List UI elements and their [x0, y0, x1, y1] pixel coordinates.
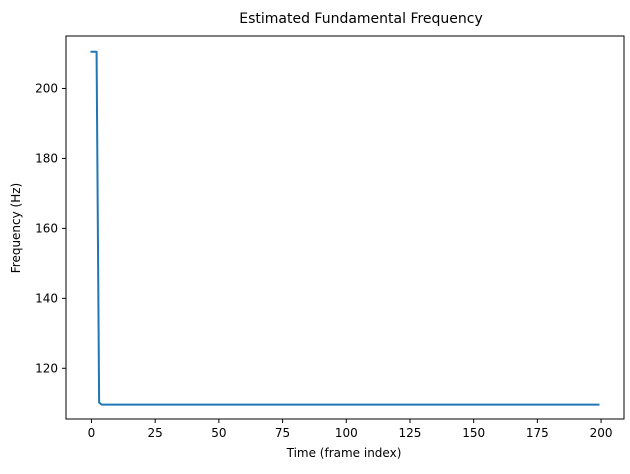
y-tick-label: 140 [35, 291, 58, 305]
x-tick-label: 0 [88, 426, 96, 440]
plot-area [65, 35, 625, 420]
series-line-0 [90, 50, 600, 406]
x-tick-label: 25 [148, 426, 163, 440]
chart-title: Estimated Fundamental Frequency [239, 11, 483, 27]
x-tick-label: 125 [399, 426, 422, 440]
y-axis-ticks: 120 140 160 180 200 [35, 81, 66, 375]
x-axis-label: Time (frame index) [286, 446, 402, 460]
x-tick-label: 200 [590, 426, 613, 440]
x-tick-label: 175 [526, 426, 549, 440]
x-tick-label: 75 [275, 426, 290, 440]
x-axis-ticks: 0 25 50 75 100 125 150 175 200 [88, 419, 613, 440]
y-tick-label: 200 [35, 81, 58, 95]
y-axis-label: Frequency (Hz) [9, 183, 23, 274]
y-tick-label: 180 [35, 151, 58, 165]
x-tick-label: 150 [462, 426, 485, 440]
x-tick-label: 50 [211, 426, 226, 440]
axes-frame [65, 35, 625, 420]
x-tick-label: 100 [335, 426, 358, 440]
y-tick-label: 160 [35, 221, 58, 235]
y-tick-label: 120 [35, 361, 58, 375]
